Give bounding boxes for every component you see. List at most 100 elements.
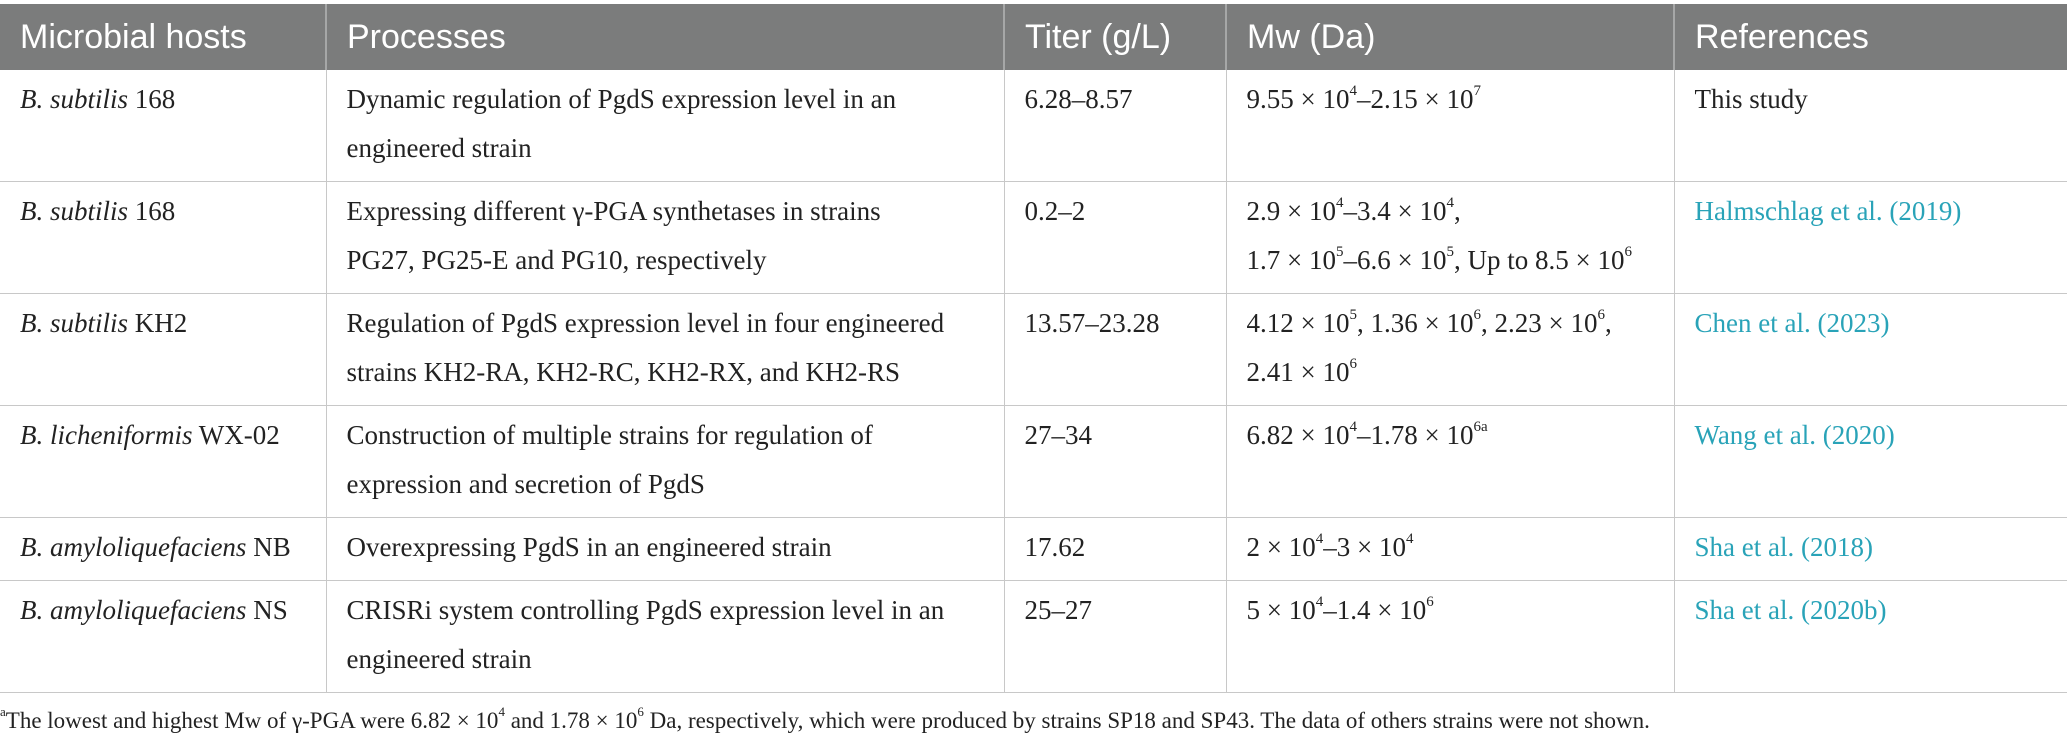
process-cell: Regulation of PgdS expression level in f… — [325, 293, 1004, 406]
process-cell: Overexpressing PgdS in an engineered str… — [325, 517, 1004, 581]
mw-text: , 1.36 × 10 — [1356, 308, 1474, 338]
table-row: B. subtilis 168 Dynamic regulation of Pgd… — [0, 70, 2067, 182]
mw-superscript: 6 — [1426, 594, 1434, 610]
host-strain: NS — [246, 595, 288, 625]
mw-cell: 6.82 × 104–1.78 × 106a — [1225, 405, 1674, 518]
footnote-text: The lowest and highest Mw of γ-PGA were … — [5, 708, 499, 733]
mw-text: , — [1604, 308, 1612, 338]
mw-superscript: 4 — [1315, 594, 1324, 610]
mw-superscript: 4 — [1349, 83, 1357, 99]
host-species: B. subtilis — [20, 84, 129, 114]
footnote-text: Da, respectively, which were produced by… — [643, 708, 1650, 733]
mw-line: 2.41 × 106 — [1247, 348, 1654, 397]
mw-superscript: 4 — [1405, 531, 1414, 547]
mw-superscript: 7 — [1473, 83, 1481, 99]
mw-line: 1.7 × 105–6.6 × 105, Up to 8.5 × 106 — [1247, 236, 1654, 285]
header-references: References — [1673, 4, 2067, 70]
mw-superscript: 6 — [1597, 307, 1605, 323]
titer-cell: 27–34 — [1003, 405, 1226, 518]
header-row: Microbial hosts Processes Titer (g/L) Mw… — [0, 4, 2067, 70]
mw-text: 2.9 × 10 — [1246, 196, 1336, 226]
mw-superscript: 4 — [1349, 419, 1357, 435]
reference-cell: Sha et al. (2018) — [1673, 517, 2067, 581]
reference-cell: Sha et al. (2020b) — [1673, 580, 2067, 693]
host-cell: B. amyloliquefaciens NS — [0, 580, 326, 693]
mw-text: 4.12 × 10 — [1246, 308, 1350, 338]
header-titer: Titer (g/L) — [1003, 4, 1226, 70]
process-cell: Construction of multiple strains for reg… — [325, 405, 1004, 518]
mw-text: –1.4 × 10 — [1323, 595, 1427, 625]
footnote-superscript: 6 — [637, 704, 644, 720]
titer-cell: 17.62 — [1003, 517, 1226, 581]
mw-text: –3 × 10 — [1323, 532, 1406, 562]
mw-line: 9.55 × 104–2.15 × 107 — [1247, 75, 1654, 124]
mw-superscript: 5 — [1446, 244, 1454, 260]
mw-superscript: 6a — [1473, 419, 1488, 435]
mw-line: 5 × 104–1.4 × 106 — [1247, 586, 1654, 635]
reference-cell: Chen et al. (2023) — [1673, 293, 2067, 406]
mw-text: –2.15 × 10 — [1356, 84, 1474, 114]
titer-cell: 25–27 — [1003, 580, 1226, 693]
footnote-superscript: 4 — [498, 704, 505, 720]
process-line: PG27, PG25-E and PG10, respectively — [346, 245, 767, 275]
mw-cell: 4.12 × 105, 1.36 × 106, 2.23 × 106, 2.41 … — [1225, 293, 1674, 406]
mw-superscript: 4 — [1335, 195, 1344, 211]
mw-text: 2.41 × 10 — [1246, 357, 1350, 387]
mw-superscript: 5 — [1335, 244, 1344, 260]
header-microbial-hosts: Microbial hosts — [0, 4, 326, 70]
reference-link[interactable]: Sha et al. (2020b) — [1694, 595, 1887, 625]
mw-text: –6.6 × 10 — [1343, 245, 1447, 275]
mw-line: 4.12 × 105, 1.36 × 106, 2.23 × 106, — [1247, 299, 1654, 348]
data-table: Microbial hosts Processes Titer (g/L) Mw… — [0, 4, 2067, 693]
process-line: engineered strain — [346, 644, 532, 674]
mw-line: 2.9 × 104–3.4 × 104, — [1247, 187, 1654, 236]
mw-superscript: 6 — [1349, 356, 1357, 372]
footnote-superscript: a — [0, 704, 6, 720]
host-species: B. subtilis — [20, 196, 129, 226]
process-line: Overexpressing PgdS in an engineered str… — [346, 532, 832, 562]
reference-link[interactable]: Wang et al. (2020) — [1694, 420, 1895, 450]
process-cell: Dynamic regulation of PgdS expression le… — [325, 70, 1004, 182]
mw-line: 6.82 × 104–1.78 × 106a — [1247, 411, 1654, 460]
mw-text: 5 × 10 — [1246, 595, 1316, 625]
host-species: B. licheniformis — [20, 420, 193, 450]
host-species: B. subtilis — [20, 308, 129, 338]
mw-text: , 2.23 × 10 — [1480, 308, 1598, 338]
host-strain: WX-02 — [192, 420, 280, 450]
mw-cell: 2.9 × 104–3.4 × 104, 1.7 × 105–6.6 × 105,… — [1225, 181, 1674, 294]
mw-superscript: 5 — [1349, 307, 1357, 323]
mw-text: 1.7 × 10 — [1246, 245, 1336, 275]
reference-link[interactable]: Sha et al. (2018) — [1694, 532, 1873, 562]
mw-text: 2 × 10 — [1246, 532, 1316, 562]
mw-line: 2 × 104–3 × 104 — [1247, 523, 1654, 572]
host-cell: B. subtilis 168 — [0, 70, 326, 182]
header-mw: Mw (Da) — [1225, 4, 1674, 70]
process-line: Construction of multiple strains for reg… — [346, 420, 873, 450]
host-cell: B. subtilis 168 — [0, 181, 326, 294]
host-cell: B. licheniformis WX-02 — [0, 405, 326, 518]
mw-superscript: 6 — [1624, 244, 1632, 260]
mw-cell: 2 × 104–3 × 104 — [1225, 517, 1674, 581]
reference-text: This study — [1694, 84, 1808, 114]
reference-link[interactable]: Chen et al. (2023) — [1694, 308, 1890, 338]
titer-cell: 0.2–2 — [1003, 181, 1226, 294]
host-cell: B. amyloliquefaciens NB — [0, 517, 326, 581]
reference-link[interactable]: Halmschlag et al. (2019) — [1694, 196, 1962, 226]
process-cell: Expressing different γ-PGA synthetases i… — [325, 181, 1004, 294]
table-footnote: aThe lowest and highest Mw of γ-PGA were… — [0, 705, 1650, 734]
table-row: B. subtilis 168 Expressing different γ-PG… — [0, 181, 2067, 294]
mw-cell: 9.55 × 104–2.15 × 107 — [1225, 70, 1674, 182]
mw-cell: 5 × 104–1.4 × 106 — [1225, 580, 1674, 693]
host-species: B. amyloliquefaciens — [20, 532, 247, 562]
mw-text: , — [1453, 196, 1461, 226]
host-cell: B. subtilis KH2 — [0, 293, 326, 406]
titer-cell: 6.28–8.57 — [1003, 70, 1226, 182]
mw-superscript: 4 — [1446, 195, 1454, 211]
table-row: B. subtilis KH2 Regulation of PgdS expres… — [0, 293, 2067, 406]
footnote-text: and 1.78 × 10 — [504, 708, 638, 733]
header-processes: Processes — [325, 4, 1004, 70]
host-strain: KH2 — [128, 308, 188, 338]
host-strain: 168 — [128, 84, 176, 114]
mw-superscript: 6 — [1473, 307, 1481, 323]
mw-text: –1.78 × 10 — [1356, 420, 1474, 450]
